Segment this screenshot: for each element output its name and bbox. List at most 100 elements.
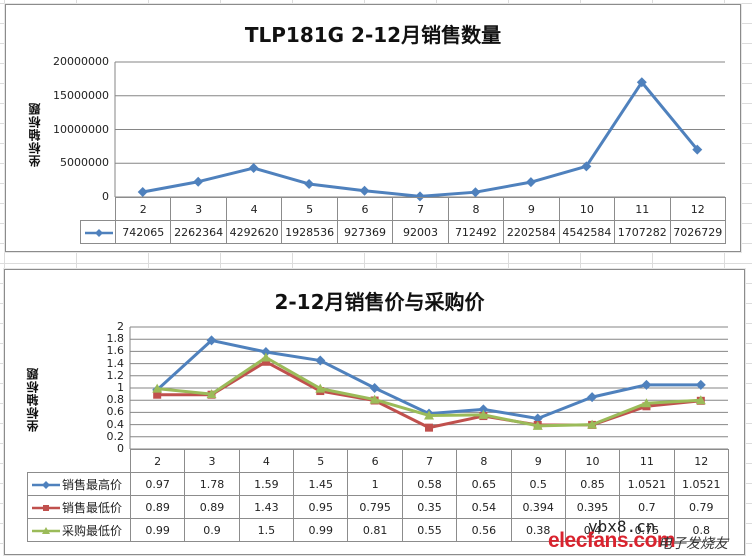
y-tick-label: 2 <box>117 320 124 333</box>
category-header-row: 2 3 4 5 6 7 8 9 10 11 12 <box>81 197 726 221</box>
data-value-cell: 1707282 <box>614 220 671 244</box>
diamond-marker-icon <box>248 163 259 174</box>
triangle-marker-icon <box>152 383 163 393</box>
y-tick-label: 20000000 <box>53 55 109 68</box>
diamond-marker-icon <box>260 347 271 358</box>
data-value-cell: 2202584 <box>503 220 560 244</box>
category-label: 9 <box>503 197 560 221</box>
data-value-cell: 1.5 <box>238 518 295 542</box>
triangle-marker-icon <box>532 420 543 430</box>
legend-line-icon <box>32 527 60 534</box>
diamond-marker-icon <box>315 355 326 366</box>
category-header-row: 2 3 4 5 6 7 8 9 10 11 12 <box>28 449 729 473</box>
category-label: 7 <box>401 449 458 473</box>
legend-key <box>80 220 116 244</box>
triangle-marker-icon <box>587 419 598 429</box>
data-value-cell: 0.7 <box>619 495 675 519</box>
square-marker-icon <box>425 423 433 432</box>
diamond-marker-icon <box>369 383 380 393</box>
category-label: 4 <box>225 197 283 221</box>
diamond-marker-icon <box>137 186 148 197</box>
category-label: 2 <box>114 197 172 221</box>
diamond-marker-icon <box>206 335 217 346</box>
data-value-cell: 0.75 <box>619 518 675 542</box>
category-label: 11 <box>619 449 675 473</box>
data-value-cell: 0.38 <box>510 518 566 542</box>
data-value-cell: 1.78 <box>184 472 240 496</box>
data-value-cell: 0.97 <box>129 472 186 496</box>
data-value-cell: 1.59 <box>238 472 295 496</box>
triangle-marker-icon <box>206 389 217 399</box>
category-label: 12 <box>673 449 729 473</box>
data-value-cell: 0.79 <box>673 495 729 519</box>
data-value-cell: 0.56 <box>456 518 512 542</box>
data-value-cell: 0.8 <box>673 518 729 542</box>
data-value-cell: 1.0521 <box>673 472 729 496</box>
series-row: 销售最低价 0.89 0.89 1.43 0.95 0.795 0.35 0.54 0.394 0… <box>27 495 729 519</box>
category-label: 12 <box>669 197 726 221</box>
data-value-cell: 0.89 <box>129 495 186 519</box>
data-value-cell: 1.43 <box>238 495 295 519</box>
diamond-marker-icon <box>470 187 481 198</box>
diamond-marker-icon <box>695 379 706 390</box>
legend-line-icon <box>32 505 60 511</box>
data-value-cell: 0.9 <box>184 518 240 542</box>
data-value-cell: 1.0521 <box>619 472 675 496</box>
data-value-cell: 927369 <box>336 220 394 244</box>
y-tick-label: 10000000 <box>53 122 109 136</box>
diamond-marker-icon <box>581 161 592 172</box>
category-label: 6 <box>336 197 394 221</box>
data-value-cell: 0.85 <box>564 472 621 496</box>
legend-label: 销售最低价 <box>62 500 123 515</box>
diamond-marker-icon <box>478 404 489 415</box>
y-tick-label: 5000000 <box>60 156 109 170</box>
data-value-cell: 742065 <box>114 220 172 244</box>
data-value-cell: 0.394 <box>510 495 566 519</box>
y-tick-label: 1.2 <box>106 368 125 382</box>
series-row: 销售最高价 0.97 1.78 1.59 1.45 1 0.58 0.65 0.5 0.85 1.0… <box>27 472 729 496</box>
diamond-marker-icon <box>95 228 103 237</box>
triangle-marker-icon <box>369 394 380 404</box>
chart1-data-table: 2 3 4 5 6 7 8 9 10 11 12 742065 2262364 4292620 192853… <box>80 197 726 244</box>
data-value-cell: 0.5 <box>510 472 566 496</box>
triangle-marker-icon <box>315 383 326 393</box>
diamond-marker-icon <box>193 176 204 187</box>
series-row: 742065 2262364 4292620 1928536 927369 92003 71… <box>80 220 726 244</box>
legend-key: 销售最低价 <box>27 495 131 519</box>
data-value-cell: 7026729 <box>669 220 726 244</box>
data-value-cell: 4542584 <box>558 220 616 244</box>
y-tick-label: 15000000 <box>53 88 109 102</box>
series-row: 采购最低价 0.99 0.9 1.5 0.99 0.81 0.55 0.56 0.38 0.4 0.… <box>27 518 729 542</box>
triangle-marker-icon <box>641 398 652 408</box>
data-value-cell: 1.45 <box>293 472 349 496</box>
data-value-cell: 1 <box>347 472 403 496</box>
data-value-cell: 0.35 <box>401 495 458 519</box>
diamond-marker-icon <box>587 392 598 403</box>
diamond-marker-icon <box>641 379 652 390</box>
y-tick-label: 0.2 <box>106 429 125 443</box>
diamond-marker-icon <box>304 178 315 189</box>
data-value-cell: 92003 <box>392 220 449 244</box>
category-label: 5 <box>293 449 349 473</box>
square-marker-icon <box>261 357 270 366</box>
data-value-cell: 0.795 <box>347 495 403 519</box>
data-value-cell: 0.58 <box>401 472 458 496</box>
square-marker-icon <box>43 505 49 511</box>
chart-title: 2-12月销售价与采购价 <box>274 290 485 314</box>
data-value-cell: 0.55 <box>401 518 458 542</box>
chart-title: TLP181G 2-12月销售数量 <box>244 23 502 47</box>
data-value-cell: 0.99 <box>293 518 349 542</box>
category-label: 2 <box>129 449 186 473</box>
y-tick-label: 0 <box>117 442 124 455</box>
data-value-cell: 0.89 <box>184 495 240 519</box>
data-value-cell: 0.395 <box>564 495 621 519</box>
legend-line-icon <box>85 228 113 237</box>
legend-line-icon <box>32 481 60 489</box>
legend-key: 销售最高价 <box>27 472 131 496</box>
legend-key: 采购最低价 <box>27 518 131 542</box>
data-value-cell: 0.99 <box>129 518 186 542</box>
category-label: 8 <box>456 449 512 473</box>
category-label: 9 <box>510 449 566 473</box>
category-label: 4 <box>238 449 295 473</box>
